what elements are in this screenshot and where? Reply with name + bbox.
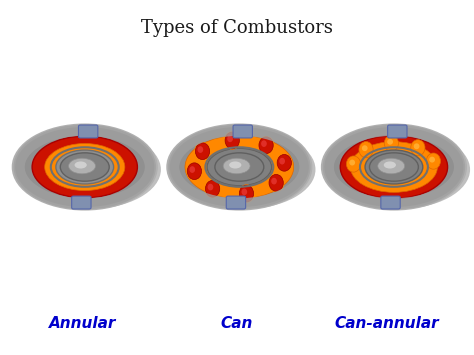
Ellipse shape	[51, 147, 118, 187]
Ellipse shape	[268, 174, 284, 192]
Ellipse shape	[225, 132, 239, 149]
Ellipse shape	[362, 145, 368, 151]
Ellipse shape	[426, 153, 440, 169]
Ellipse shape	[241, 189, 247, 195]
Ellipse shape	[276, 154, 292, 172]
Text: Types of Combustors: Types of Combustors	[141, 18, 333, 37]
Ellipse shape	[350, 142, 438, 192]
Ellipse shape	[74, 162, 87, 169]
Ellipse shape	[205, 147, 273, 187]
Ellipse shape	[261, 140, 267, 147]
Ellipse shape	[69, 158, 95, 174]
Ellipse shape	[32, 136, 137, 198]
Ellipse shape	[223, 158, 250, 174]
Ellipse shape	[229, 162, 241, 169]
Ellipse shape	[258, 136, 274, 154]
Ellipse shape	[198, 146, 203, 153]
Ellipse shape	[277, 154, 292, 171]
FancyBboxPatch shape	[226, 196, 246, 209]
FancyBboxPatch shape	[381, 196, 400, 209]
Ellipse shape	[239, 185, 254, 202]
Ellipse shape	[349, 160, 355, 165]
Ellipse shape	[387, 139, 393, 145]
Ellipse shape	[185, 135, 294, 199]
Ellipse shape	[259, 137, 273, 154]
Ellipse shape	[60, 153, 109, 181]
Ellipse shape	[384, 162, 396, 169]
Ellipse shape	[15, 130, 161, 209]
Ellipse shape	[384, 135, 399, 151]
Ellipse shape	[360, 147, 428, 187]
Ellipse shape	[207, 148, 272, 186]
Ellipse shape	[323, 125, 465, 209]
Ellipse shape	[205, 180, 220, 197]
Ellipse shape	[227, 136, 233, 142]
Ellipse shape	[195, 143, 210, 160]
Ellipse shape	[325, 130, 470, 209]
Text: Can: Can	[221, 316, 253, 331]
Ellipse shape	[224, 131, 240, 150]
Text: Can-annular: Can-annular	[335, 316, 439, 331]
Ellipse shape	[215, 153, 264, 181]
FancyBboxPatch shape	[72, 196, 91, 209]
Ellipse shape	[378, 158, 405, 174]
Ellipse shape	[340, 136, 447, 198]
Ellipse shape	[365, 150, 423, 184]
Ellipse shape	[187, 163, 201, 180]
Ellipse shape	[238, 184, 255, 203]
Ellipse shape	[190, 166, 195, 173]
FancyBboxPatch shape	[79, 125, 98, 138]
Ellipse shape	[369, 153, 419, 181]
Ellipse shape	[204, 180, 221, 198]
Ellipse shape	[359, 142, 373, 158]
Ellipse shape	[208, 184, 213, 190]
Ellipse shape	[170, 130, 316, 209]
Ellipse shape	[56, 150, 114, 184]
Ellipse shape	[414, 143, 419, 149]
Ellipse shape	[429, 157, 435, 163]
Ellipse shape	[45, 143, 125, 191]
Ellipse shape	[269, 174, 283, 191]
Ellipse shape	[194, 142, 211, 160]
FancyBboxPatch shape	[388, 125, 407, 138]
Ellipse shape	[279, 158, 285, 164]
Ellipse shape	[186, 162, 202, 180]
FancyBboxPatch shape	[233, 125, 253, 138]
Ellipse shape	[411, 140, 425, 156]
Ellipse shape	[168, 125, 310, 209]
Ellipse shape	[346, 156, 361, 172]
Ellipse shape	[13, 125, 156, 209]
Text: Annular: Annular	[49, 316, 116, 331]
Ellipse shape	[271, 178, 277, 185]
